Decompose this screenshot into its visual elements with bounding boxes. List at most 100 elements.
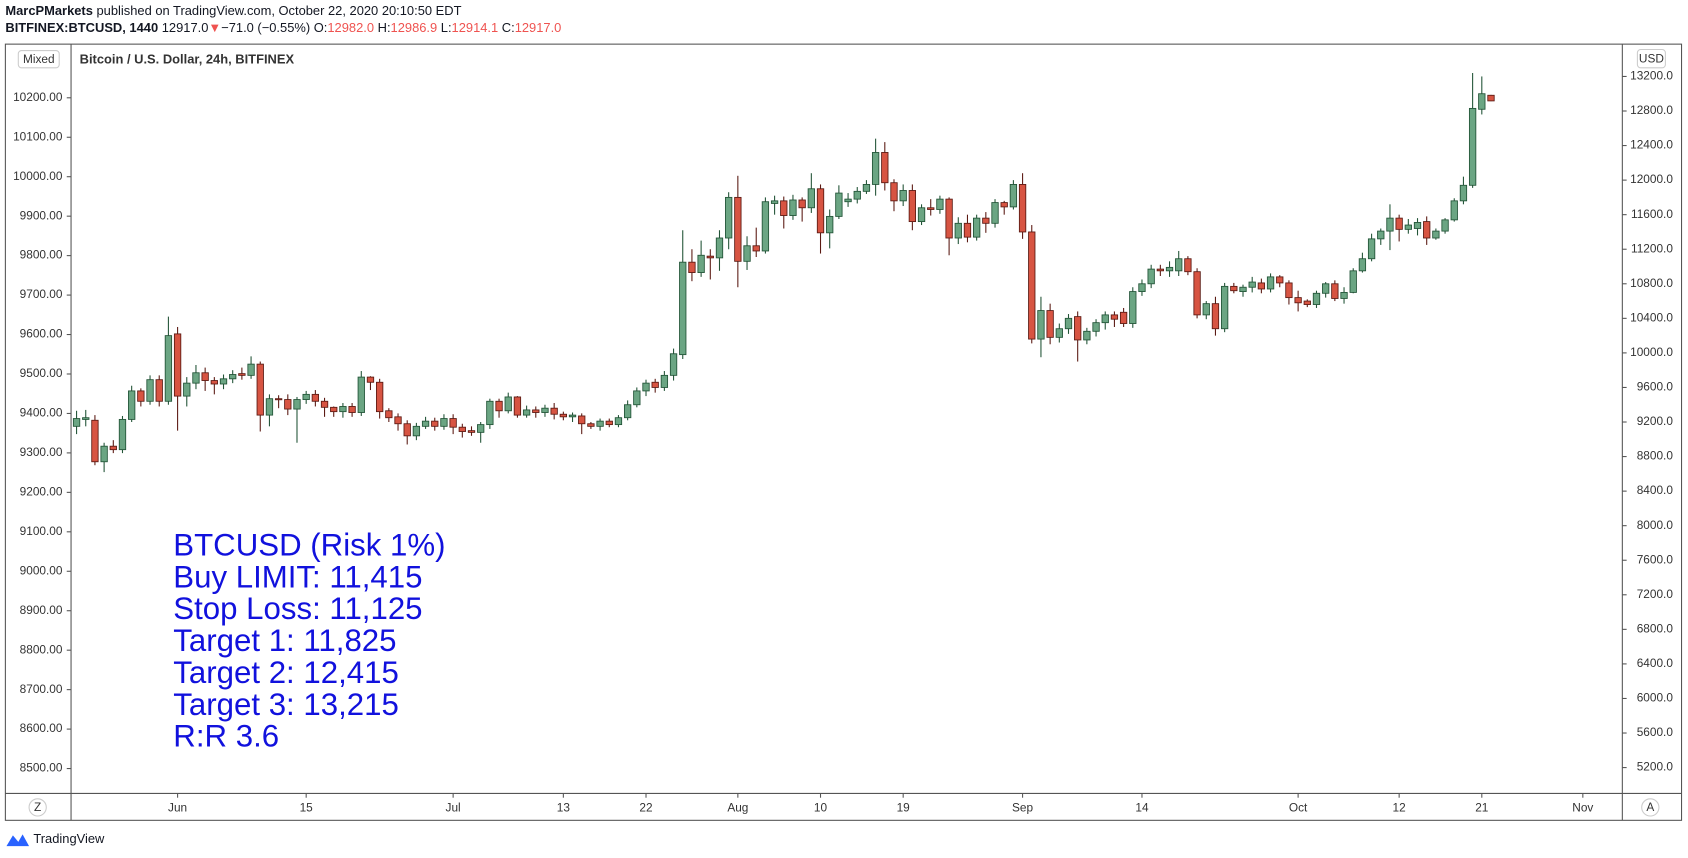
candle-body <box>596 420 604 427</box>
y2-tick-label: 8600.00 <box>20 721 63 735</box>
candle-body <box>1055 328 1063 338</box>
candle-body <box>927 207 935 210</box>
zoom-button[interactable] <box>28 798 47 817</box>
candle-body <box>651 381 659 388</box>
frame <box>4 43 1683 821</box>
candle-body <box>743 245 751 262</box>
candle-body <box>109 445 117 451</box>
candle-body <box>1028 231 1036 340</box>
candle-body <box>715 237 724 259</box>
candle-body <box>1322 283 1330 294</box>
candle-body <box>532 409 540 413</box>
candle-body <box>1239 286 1247 292</box>
candle-body <box>568 414 577 418</box>
auto-label: A <box>1646 800 1654 814</box>
candle-body <box>1156 268 1164 272</box>
candle-body <box>789 199 797 216</box>
candle-body <box>477 424 485 433</box>
candle-body <box>330 406 338 413</box>
mixed-label: Mixed <box>23 52 55 66</box>
y2-tick-label: 9300.00 <box>20 445 63 459</box>
candle-body <box>1331 283 1339 299</box>
x-tick-label: 15 <box>300 801 314 815</box>
y-tick-label: 10000.0 <box>1630 345 1673 359</box>
candle-body <box>1147 268 1155 285</box>
candle-body <box>770 200 779 204</box>
candle-body <box>449 418 457 428</box>
h-value: 12986.9 <box>391 20 438 35</box>
y-tick-label: 8800.0 <box>1637 449 1674 463</box>
candle-body <box>945 198 953 239</box>
y-tick-label: 6400.0 <box>1637 656 1674 670</box>
y-tick-label: 6800.0 <box>1637 621 1674 635</box>
candle-body <box>1175 258 1183 272</box>
mixed-button[interactable] <box>17 50 60 69</box>
candle-body <box>1423 221 1431 239</box>
candle-body <box>871 152 880 185</box>
x-tick-label: Aug <box>727 801 748 815</box>
candle-body <box>917 207 926 223</box>
y-tick-label: 12400.0 <box>1630 138 1673 152</box>
candle-body <box>467 430 476 433</box>
arrow: ▼ <box>208 20 221 35</box>
candle-body <box>642 382 650 392</box>
y-tick-label: 12800.0 <box>1630 103 1673 117</box>
candle-body <box>541 407 549 413</box>
candle-body <box>164 335 173 402</box>
candle-body <box>1285 282 1293 299</box>
candle-body <box>725 196 733 239</box>
candle-body <box>752 245 760 252</box>
candle-body <box>293 399 301 410</box>
candle-body <box>1000 202 1008 208</box>
l-value: 12914.1 <box>452 20 499 35</box>
x-tick-label: 19 <box>897 801 911 815</box>
candle-body <box>605 420 613 426</box>
candle-body <box>1386 217 1394 232</box>
candle-body <box>146 379 154 402</box>
candle-body <box>1037 310 1045 340</box>
zoom-label: Z <box>34 800 41 814</box>
candle-body <box>688 261 696 273</box>
candle-body <box>807 188 815 209</box>
candle-body <box>440 418 448 427</box>
last: 12917.0 <box>162 20 209 35</box>
annotation-line: Target 3: 13,215 <box>173 687 399 722</box>
candle-body <box>587 423 595 427</box>
candle-body <box>1018 184 1027 233</box>
y2-tick-label: 9900.00 <box>20 208 63 222</box>
candle-body <box>1220 285 1229 330</box>
y-tick-label: 5200.0 <box>1637 760 1674 774</box>
currency-button[interactable] <box>1636 48 1666 69</box>
candle-body <box>1404 224 1412 230</box>
candle-body <box>1450 200 1458 221</box>
x-tick-label: Jul <box>446 801 461 815</box>
y2-tick-label: 9500.00 <box>20 366 63 380</box>
candle-body <box>458 426 466 432</box>
annotation-line: Target 2: 12,415 <box>173 655 399 690</box>
candle-body <box>1303 300 1311 305</box>
y-tick-label: 11200.0 <box>1631 241 1673 255</box>
candle-body <box>385 410 393 419</box>
candle-body <box>660 374 669 388</box>
x-tick-label: 13 <box>557 801 571 815</box>
annotation-line: Target 1: 11,825 <box>173 623 396 658</box>
candle-body <box>403 423 411 437</box>
candle-body <box>504 396 512 412</box>
candle-body <box>495 400 503 412</box>
y-tick-label: 9600.0 <box>1637 380 1674 394</box>
x-tick-label: Nov <box>1572 801 1593 815</box>
y-tick-label: 8400.0 <box>1637 483 1674 497</box>
candle-body <box>633 390 641 406</box>
candle-body <box>1395 217 1403 230</box>
c-label: C: <box>502 20 515 35</box>
x-tick-label: 21 <box>1475 801 1488 815</box>
auto-button[interactable] <box>1641 798 1660 817</box>
candle-body <box>72 418 81 427</box>
candle-body <box>761 201 770 252</box>
candle-body <box>835 192 843 217</box>
candle-body <box>431 420 439 427</box>
candle-body <box>137 390 145 402</box>
candle-body <box>991 202 999 224</box>
